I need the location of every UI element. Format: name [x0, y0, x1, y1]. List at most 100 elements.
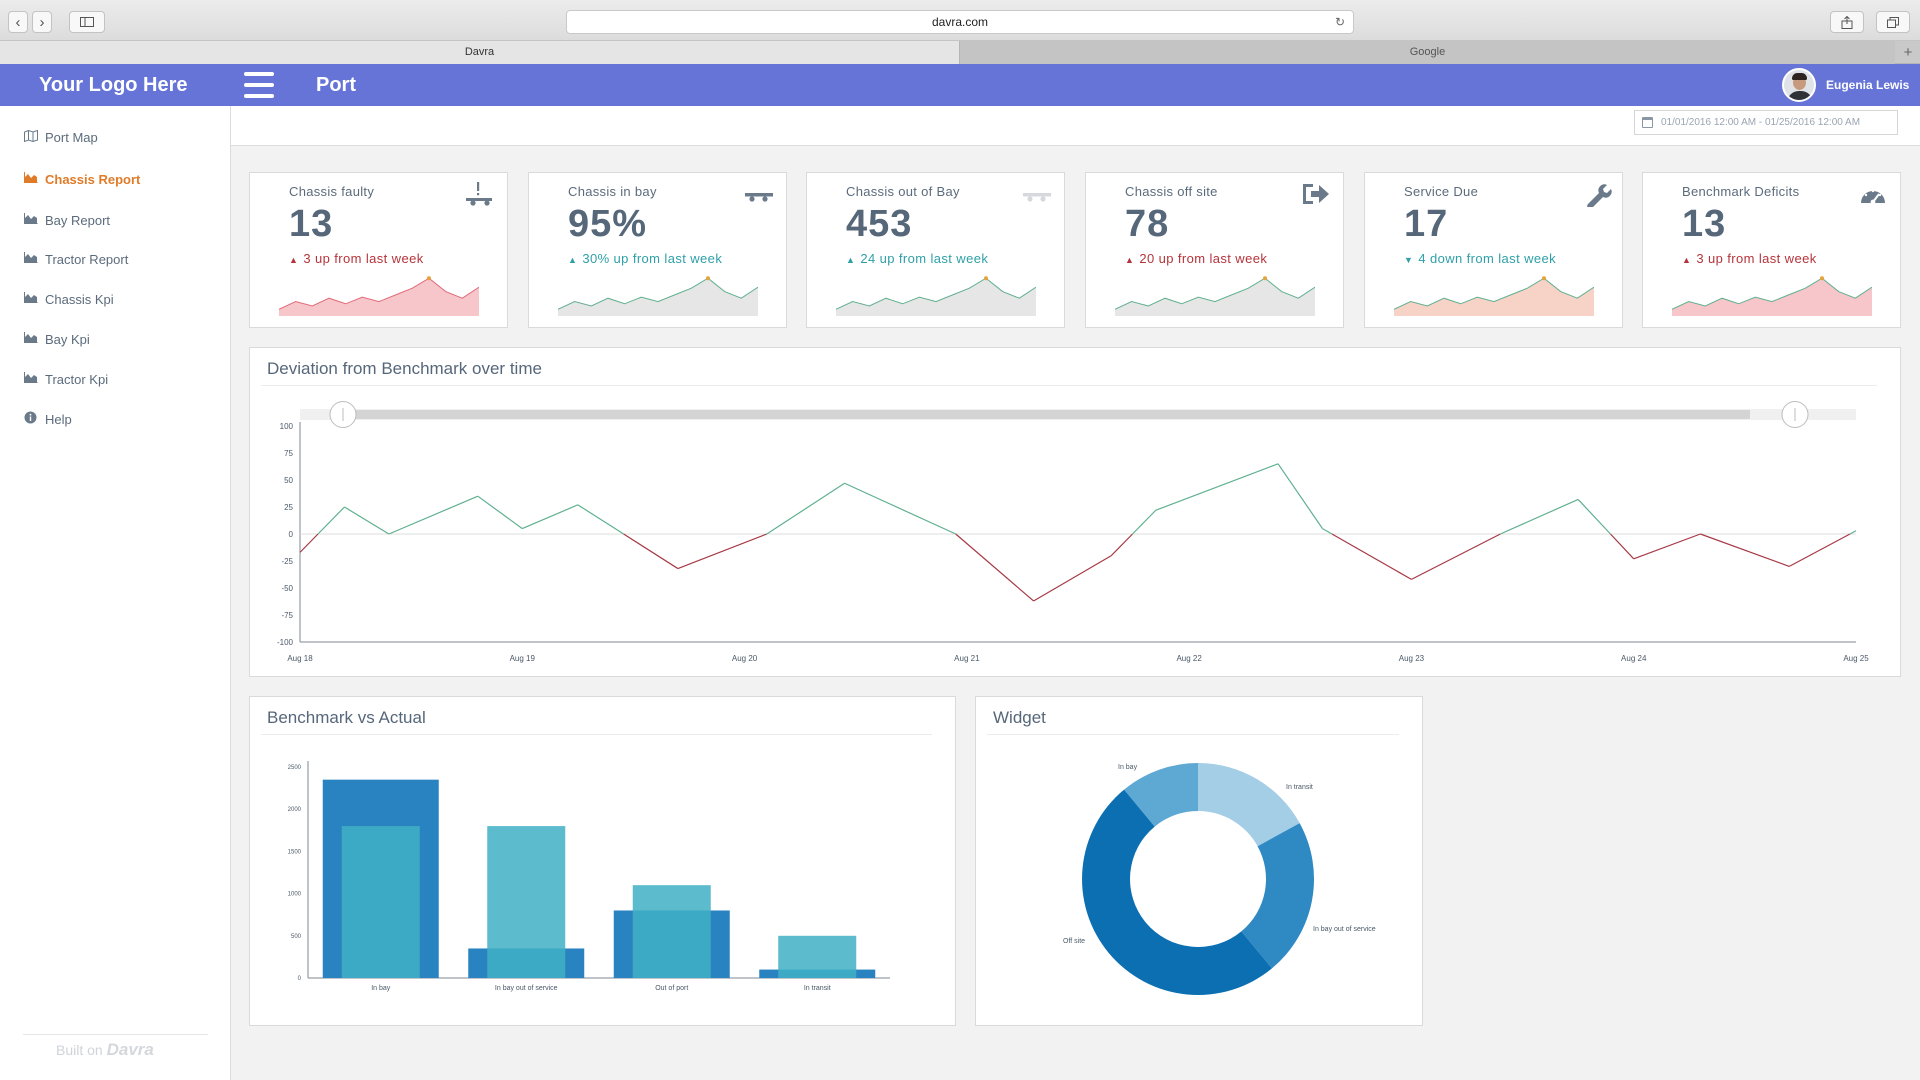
sidebar-item-bay-kpi[interactable]: Bay Kpi — [23, 329, 90, 349]
date-range-text: 01/01/2016 12:00 AM - 01/25/2016 12:00 A… — [1661, 117, 1861, 128]
y-tick-label: 2500 — [288, 765, 302, 771]
tab-davra[interactable]: Davra — [0, 41, 960, 64]
address-bar[interactable]: davra.com ↻ — [566, 10, 1354, 34]
sign-out-icon — [1299, 181, 1333, 207]
sidebar-item-bay-report[interactable]: Bay Report — [23, 210, 110, 230]
sidebar-item-tractor-kpi[interactable]: Tractor Kpi — [23, 369, 108, 389]
share-button[interactable] — [1830, 11, 1864, 33]
divider — [261, 734, 932, 735]
sparkline-line — [1672, 277, 1872, 310]
back-button[interactable]: ‹ — [8, 11, 28, 33]
browser-toolbar: ‹ › davra.com ↻ — [0, 0, 1920, 41]
reload-icon[interactable]: ↻ — [1334, 15, 1345, 29]
kpi-trend: ▲ 30% up from last week — [568, 251, 722, 266]
y-tick-label: -75 — [281, 611, 293, 620]
donut-slice — [1198, 763, 1300, 847]
kpi-trend: ▲ 3 up from last week — [289, 251, 424, 266]
kpi-card[interactable]: Benchmark Deficits 13 ▲ 3 up from last we… — [1642, 172, 1901, 328]
sidebar-item-port-map[interactable]: Port Map — [23, 127, 98, 147]
series-line-segment — [1700, 533, 1790, 567]
menu-icon[interactable] — [244, 72, 274, 98]
caret-up-icon: ▲ — [846, 255, 856, 265]
tabs-overview-button[interactable] — [1876, 11, 1910, 33]
widget-donut-chart: In bay In transit In bay out of service Off… — [1063, 763, 1376, 995]
user-name[interactable]: Eugenia Lewis — [1826, 78, 1910, 92]
chassis-icon — [742, 181, 776, 207]
sidebar-item-tractor-report[interactable]: Tractor Report — [23, 249, 128, 269]
new-tab-button[interactable]: + — [1903, 44, 1913, 61]
sidebar-item-label: Bay Kpi — [45, 331, 90, 347]
series-line-segment — [1155, 463, 1279, 511]
donut-slice — [1124, 763, 1198, 827]
x-tick-label: Aug 20 — [732, 654, 758, 663]
sidebar-panel-icon — [80, 17, 94, 27]
sidebar-toggle-button[interactable] — [69, 11, 105, 33]
chevron-right-icon: › — [39, 13, 45, 31]
kpi-label: Chassis out of Bay — [846, 184, 960, 199]
sidebar-item-label: Help — [45, 411, 72, 427]
divider — [261, 385, 1877, 386]
area-chart-icon — [23, 252, 38, 266]
sparkline-peak-marker — [1542, 276, 1546, 281]
series-line-segment — [317, 506, 345, 535]
kpi-label: Chassis in bay — [568, 184, 657, 199]
series-line-segment — [1331, 533, 1412, 580]
series-line-segment — [1849, 530, 1857, 535]
kpi-label: Chassis faulty — [289, 184, 375, 199]
share-icon — [1841, 15, 1853, 29]
series-line-segment — [1277, 463, 1324, 529]
y-tick-label: 75 — [284, 449, 293, 458]
sparkline-chart — [279, 276, 479, 316]
avatar[interactable] — [1782, 68, 1816, 102]
kpi-card[interactable]: Chassis out of Bay 453 ▲ 24 up from last … — [806, 172, 1065, 328]
built-on-davra: Built on Davra — [56, 1040, 154, 1060]
sidebar-item-chassis-report[interactable]: Chassis Report — [23, 169, 140, 189]
caret-down-icon: ▼ — [1404, 255, 1414, 265]
tab-google[interactable]: Google — [960, 41, 1895, 64]
kpi-card[interactable]: Service Due 17 ▼ 4 down from last week — [1364, 172, 1623, 328]
davra-brand-logo: Davra — [106, 1040, 154, 1059]
kpi-card[interactable]: Chassis faulty 13 ▲ 3 up from last week — [249, 172, 508, 328]
y-tick-label: 25 — [284, 503, 293, 512]
logo[interactable]: Your Logo Here — [39, 74, 188, 96]
kpi-value: 78 — [1125, 203, 1170, 245]
series-line-segment — [677, 533, 768, 570]
kpi-trend: ▼ 4 down from last week — [1404, 251, 1556, 266]
info-icon — [23, 411, 38, 427]
kpi-trend-text: 24 up from last week — [860, 251, 989, 266]
kpi-card[interactable]: Chassis in bay 95% ▲ 30% up from last wee… — [528, 172, 787, 328]
sparkline-chart — [1672, 276, 1872, 316]
kpi-trend: ▲ 24 up from last week — [846, 251, 988, 266]
x-category-label: In bay out of service — [495, 985, 558, 992]
kpi-trend-text: 4 down from last week — [1418, 251, 1557, 266]
sparkline-area — [1672, 278, 1872, 316]
kpi-value: 13 — [289, 203, 334, 245]
y-tick-label: -25 — [281, 557, 293, 566]
tab-bar: Davra Google + — [0, 41, 1920, 64]
sparkline-peak-marker — [1263, 276, 1267, 281]
sparkline-line — [836, 277, 1036, 310]
y-tick-label: 0 — [289, 530, 294, 539]
series-line-segment — [1322, 528, 1333, 535]
forward-button[interactable]: › — [32, 11, 52, 33]
sparkline-chart — [558, 276, 758, 316]
sidebar: Port Map Chassis Report Bay Report Tract… — [0, 106, 231, 1080]
donut-slice — [1241, 823, 1314, 969]
card-title: Benchmark vs Actual — [267, 708, 426, 727]
area-chart-icon — [23, 332, 38, 346]
sidebar-item-help[interactable]: Help — [23, 409, 72, 429]
series-line-segment — [344, 506, 390, 535]
widget-card: Widget In bay In transit In bay out of ser… — [975, 696, 1423, 1026]
y-tick-label: 1000 — [288, 892, 302, 898]
divider — [23, 1034, 208, 1035]
y-tick-label: 1500 — [288, 849, 302, 855]
date-range-picker[interactable]: 01/01/2016 12:00 AM - 01/25/2016 12:00 A… — [1634, 110, 1898, 135]
series-line-segment — [766, 482, 845, 535]
x-tick-label: Aug 23 — [1399, 654, 1425, 663]
series-line-segment — [1132, 509, 1157, 535]
series-line-segment — [623, 533, 679, 570]
sidebar-item-label: Chassis Kpi — [45, 291, 114, 307]
sidebar-item-chassis-kpi[interactable]: Chassis Kpi — [23, 289, 114, 309]
bar-series-2 — [632, 885, 711, 978]
kpi-card[interactable]: Chassis off site 78 ▲ 20 up from last wee… — [1085, 172, 1344, 328]
